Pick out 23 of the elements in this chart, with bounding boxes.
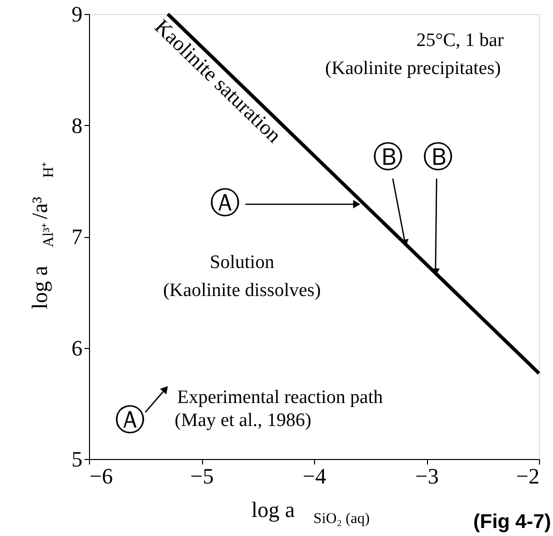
annotation: Ⓑ [423,140,453,175]
annotation: (Kaolinite precipitates) [325,58,501,79]
x-tick-label: −6 [90,464,113,488]
x-axis-title: log a SiO₂ (aq) [251,497,370,528]
annotation: (Kaolinite dissolves) [163,280,321,301]
annotation: Ⓐ [210,186,240,221]
y-axis-title: log a Al³⁺/a³ H⁺ [27,162,58,310]
annotation: (May et al., 1986) [174,410,312,431]
annotation: Experimental reaction path [177,387,384,408]
annotation: Ⓑ [373,140,403,175]
text: (Fig 4-7) [473,511,551,533]
y-tick-label: 6 [72,335,82,360]
annotation: Ⓐ [115,403,145,438]
x-tick-label: −5 [190,464,214,488]
y-tick-label: 7 [72,224,82,249]
annotation: 25°C, 1 bar [416,30,504,51]
y-tick-label: 9 [72,2,82,26]
x-tick-label: −2 [516,464,540,488]
y-tick-label: 8 [72,112,82,138]
y-tick-label: 5 [72,446,82,472]
x-tick-label: −4 [302,464,326,488]
annotation: Solution [210,252,275,273]
x-tick-label: −3 [415,464,439,488]
